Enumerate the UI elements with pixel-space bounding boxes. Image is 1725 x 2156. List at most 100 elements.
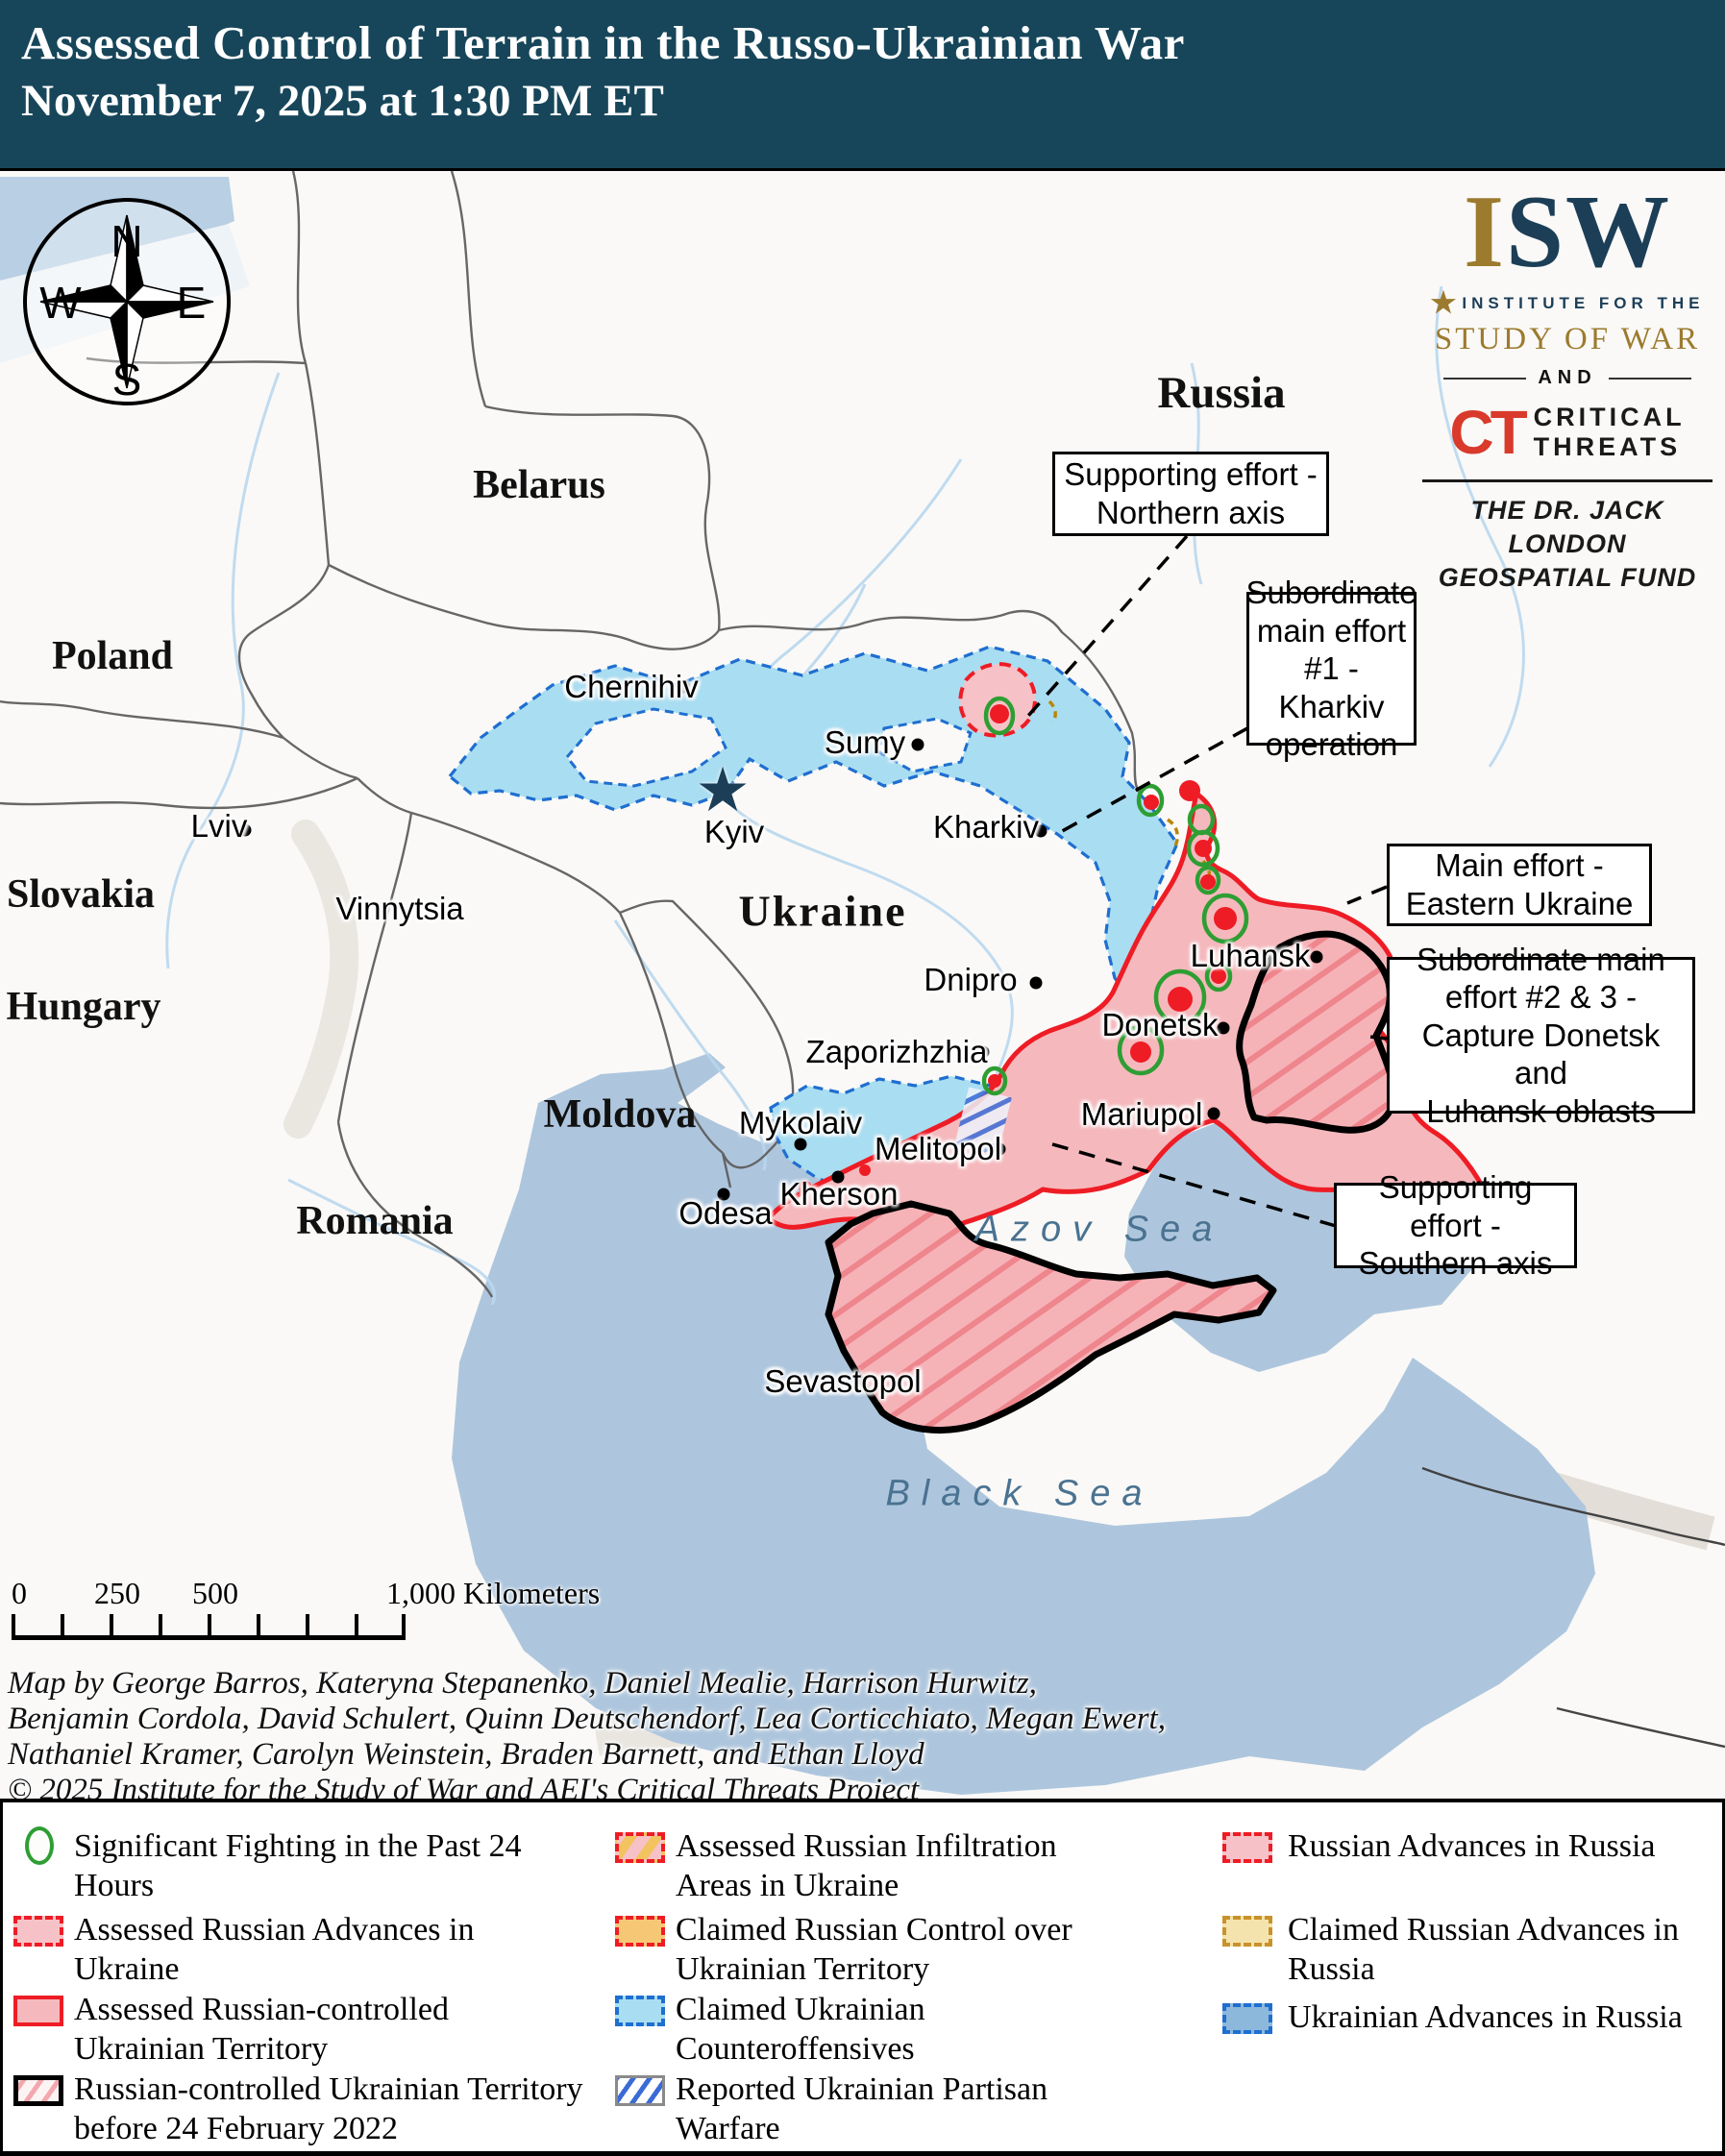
country-label-ukraine: Ukraine [738,886,907,936]
city-label-luhansk: Luhansk [1190,938,1311,973]
city-dot-mykolaiv [794,1138,807,1151]
legend-swatch-partisan-icon [615,2075,665,2106]
critical-text: CRITICAL [1533,402,1686,431]
fund-line1: THE DR. JACK LONDON [1470,496,1664,559]
credits-line4: © 2025 Institute for the Study of War an… [8,1773,920,1799]
crimea-shape [825,1200,1277,1433]
isw-study-of-war: STUDY OF WAR [1434,322,1701,356]
sea-label-black: Black Sea [885,1473,1154,1514]
legend-item-partisan: Reported Ukrainian Partisan Warfare [615,2070,1211,2152]
legend-label-advances-ukraine: Assessed Russian Advances in Ukraine [74,1912,475,1987]
callout-leaders [1026,534,1388,1228]
callout-northern-axis: Supporting effort - Northern axis [1052,452,1329,536]
country-label-russia: Russia [1157,368,1286,418]
city-label-zaporizhzhia: Zaporizhzhia [805,1034,988,1069]
russian-controlled-shape [766,791,1491,1242]
isw-gold-i: I [1463,175,1506,289]
country-label-moldova: Moldova [543,1092,697,1137]
threats-text: THREATS [1533,432,1682,461]
legend-item-ukrainian-advances: Ukrainian Advances in Russia [1222,1997,1717,2080]
callout-main-effort: Main effort - Eastern Ukraine [1387,844,1652,926]
red-advance-blobs [799,704,1237,1194]
legend-label-infiltration: Assessed Russian Infiltration Areas in U… [676,1828,1057,1903]
city-label-vinnytsia: Vinnytsia [335,891,464,926]
callout-southern-axis: Supporting effort - Southern axis [1334,1169,1577,1281]
legend-item-infiltration: Assessed Russian Infiltration Areas in U… [615,1826,1211,1909]
scale-bar-line [12,1614,406,1640]
isw-sw: SW [1505,175,1672,289]
callout-kharkiv-operation: Subordinate main effort #1 - Kharkiv ope… [1245,575,1417,763]
legend-swatch-advances-ukraine-icon [13,1916,63,1947]
legend-item-advances-ukraine: Assessed Russian Advances in Ukraine [13,1910,600,1993]
legend-label-ukrainian-advances: Ukrainian Advances in Russia [1288,1999,1683,2035]
city-dot-dnipro [1029,976,1043,990]
credits: Map by George Barros, Kateryna Stepanenk… [8,1666,1166,1799]
title-bar: Assessed Control of Terrain in the Russo… [0,0,1725,171]
isw-institute-text: INSTITUTE FOR THE [1462,294,1705,312]
donbas-pre2022-shape [1236,930,1397,1134]
city-label-kharkiv: Kharkiv [932,809,1040,845]
baltic-sea-shape [0,177,234,281]
legend-swatch-pre2022-icon [13,2075,63,2106]
city-label-kherson: Kherson [779,1176,899,1212]
city-label-melitopol: Melitopol [874,1131,1002,1166]
city-dot-lviv [238,823,252,837]
city-dot-chernihiv [678,680,691,694]
isw-wordmark: ISW [1415,181,1720,284]
city-label-sumy: Sumy [824,724,906,760]
city-label-donetsk: Donetsk [1101,1007,1219,1042]
city-dot-zaporizhzhia [976,1045,990,1059]
sumy-enclave [877,717,973,773]
country-label-poland: Poland [51,634,174,678]
city-dot-vinnytsia [450,904,463,918]
legend-swatch-ukrainian-advances-icon [1222,2003,1272,2034]
city-label-mariupol: Mariupol [1080,1096,1203,1132]
legend-item-pre2022: Russian-controlled Ukrainian Territory b… [13,2070,600,2152]
city-label-dnipro: Dnipro [924,962,1018,997]
legend-swatch-counteroffensives-icon [615,1996,665,2026]
legend-swatch-controlled-icon [13,1996,63,2026]
partisan-patch [954,1087,1012,1156]
city-dot-melitopol [993,1142,1006,1156]
legend-label-fighting: Significant Fighting in the Past 24 Hour… [74,1828,522,1903]
legend-label-claimed-control: Claimed Russian Control over Ukrainian T… [676,1912,1072,1987]
legend-item-counteroffensives: Claimed Ukrainian Counteroffensives [615,1990,1211,2072]
credits-line2: Benjamin Cordola, David Schulert, Quinn … [8,1702,1166,1736]
city-label-mykolaiv: Mykolaiv [738,1105,863,1140]
and-divider: AND [1443,367,1691,389]
map-title: Assessed Control of Terrain in the Russo… [21,16,1185,69]
legend-label-claimed-advances-russia: Claimed Russian Advances in Russia [1288,1912,1680,1987]
map-date: November 7, 2025 at 1:30 PM ET [21,76,664,126]
legend-label-counteroffensives: Claimed Ukrainian Counteroffensives [676,1992,925,2067]
isw-institute-line: ★ INSTITUTE FOR THE [1415,286,1720,320]
scale-500: 500 [192,1576,238,1610]
city-label-chernihiv: Chernihiv [564,669,699,704]
chernihiv-enclave [565,707,727,788]
legend-item-fighting: Significant Fighting in the Past 24 Hour… [13,1826,600,1909]
legend-swatch-infiltration-icon [615,1832,665,1863]
compass-e: E [177,278,207,328]
compass-w: W [39,278,82,328]
legend-label-pre2022: Russian-controlled Ukrainian Territory b… [74,2071,583,2146]
legend-swatch-advances-russia-icon [1222,1832,1272,1863]
compass-n: N [111,216,142,266]
city-dot-odesa [717,1188,730,1201]
legend-swatch-claimed-advances-russia-icon [1222,1916,1272,1947]
legend-label-advances-russia: Russian Advances in Russia [1288,1828,1656,1864]
legend-item-claimed-control: Claimed Russian Control over Ukrainian T… [615,1910,1211,1993]
critical-threats-logo: CT CRITICAL THREATS [1415,397,1720,468]
fund-line2: GEOSPATIAL FUND [1438,563,1697,593]
legend-item-advances-russia: Russian Advances in Russia [1222,1826,1717,1909]
map-area[interactable]: N E S W ISW ★ INSTITUTE FOR THE STUDY OF … [0,171,1725,1799]
legend-item-controlled: Assessed Russian-controlled Ukrainian Te… [13,1990,600,2072]
black-sea-shape [452,1053,1595,1795]
country-label-romania: Romania [296,1199,454,1243]
isw-star-icon: ★ [1430,287,1457,319]
city-label-kyiv: Kyiv [703,814,765,849]
country-label-slovakia: Slovakia [6,872,156,917]
geospatial-fund: THE DR. JACK LONDON GEOSPATIAL FUND [1415,494,1720,595]
legend-panel: Significant Fighting in the Past 24 Hour… [0,1799,1725,2156]
credits-line3: Nathaniel Kramer, Carolyn Weinstein, Bra… [8,1737,924,1772]
logo-divider [1422,479,1713,482]
